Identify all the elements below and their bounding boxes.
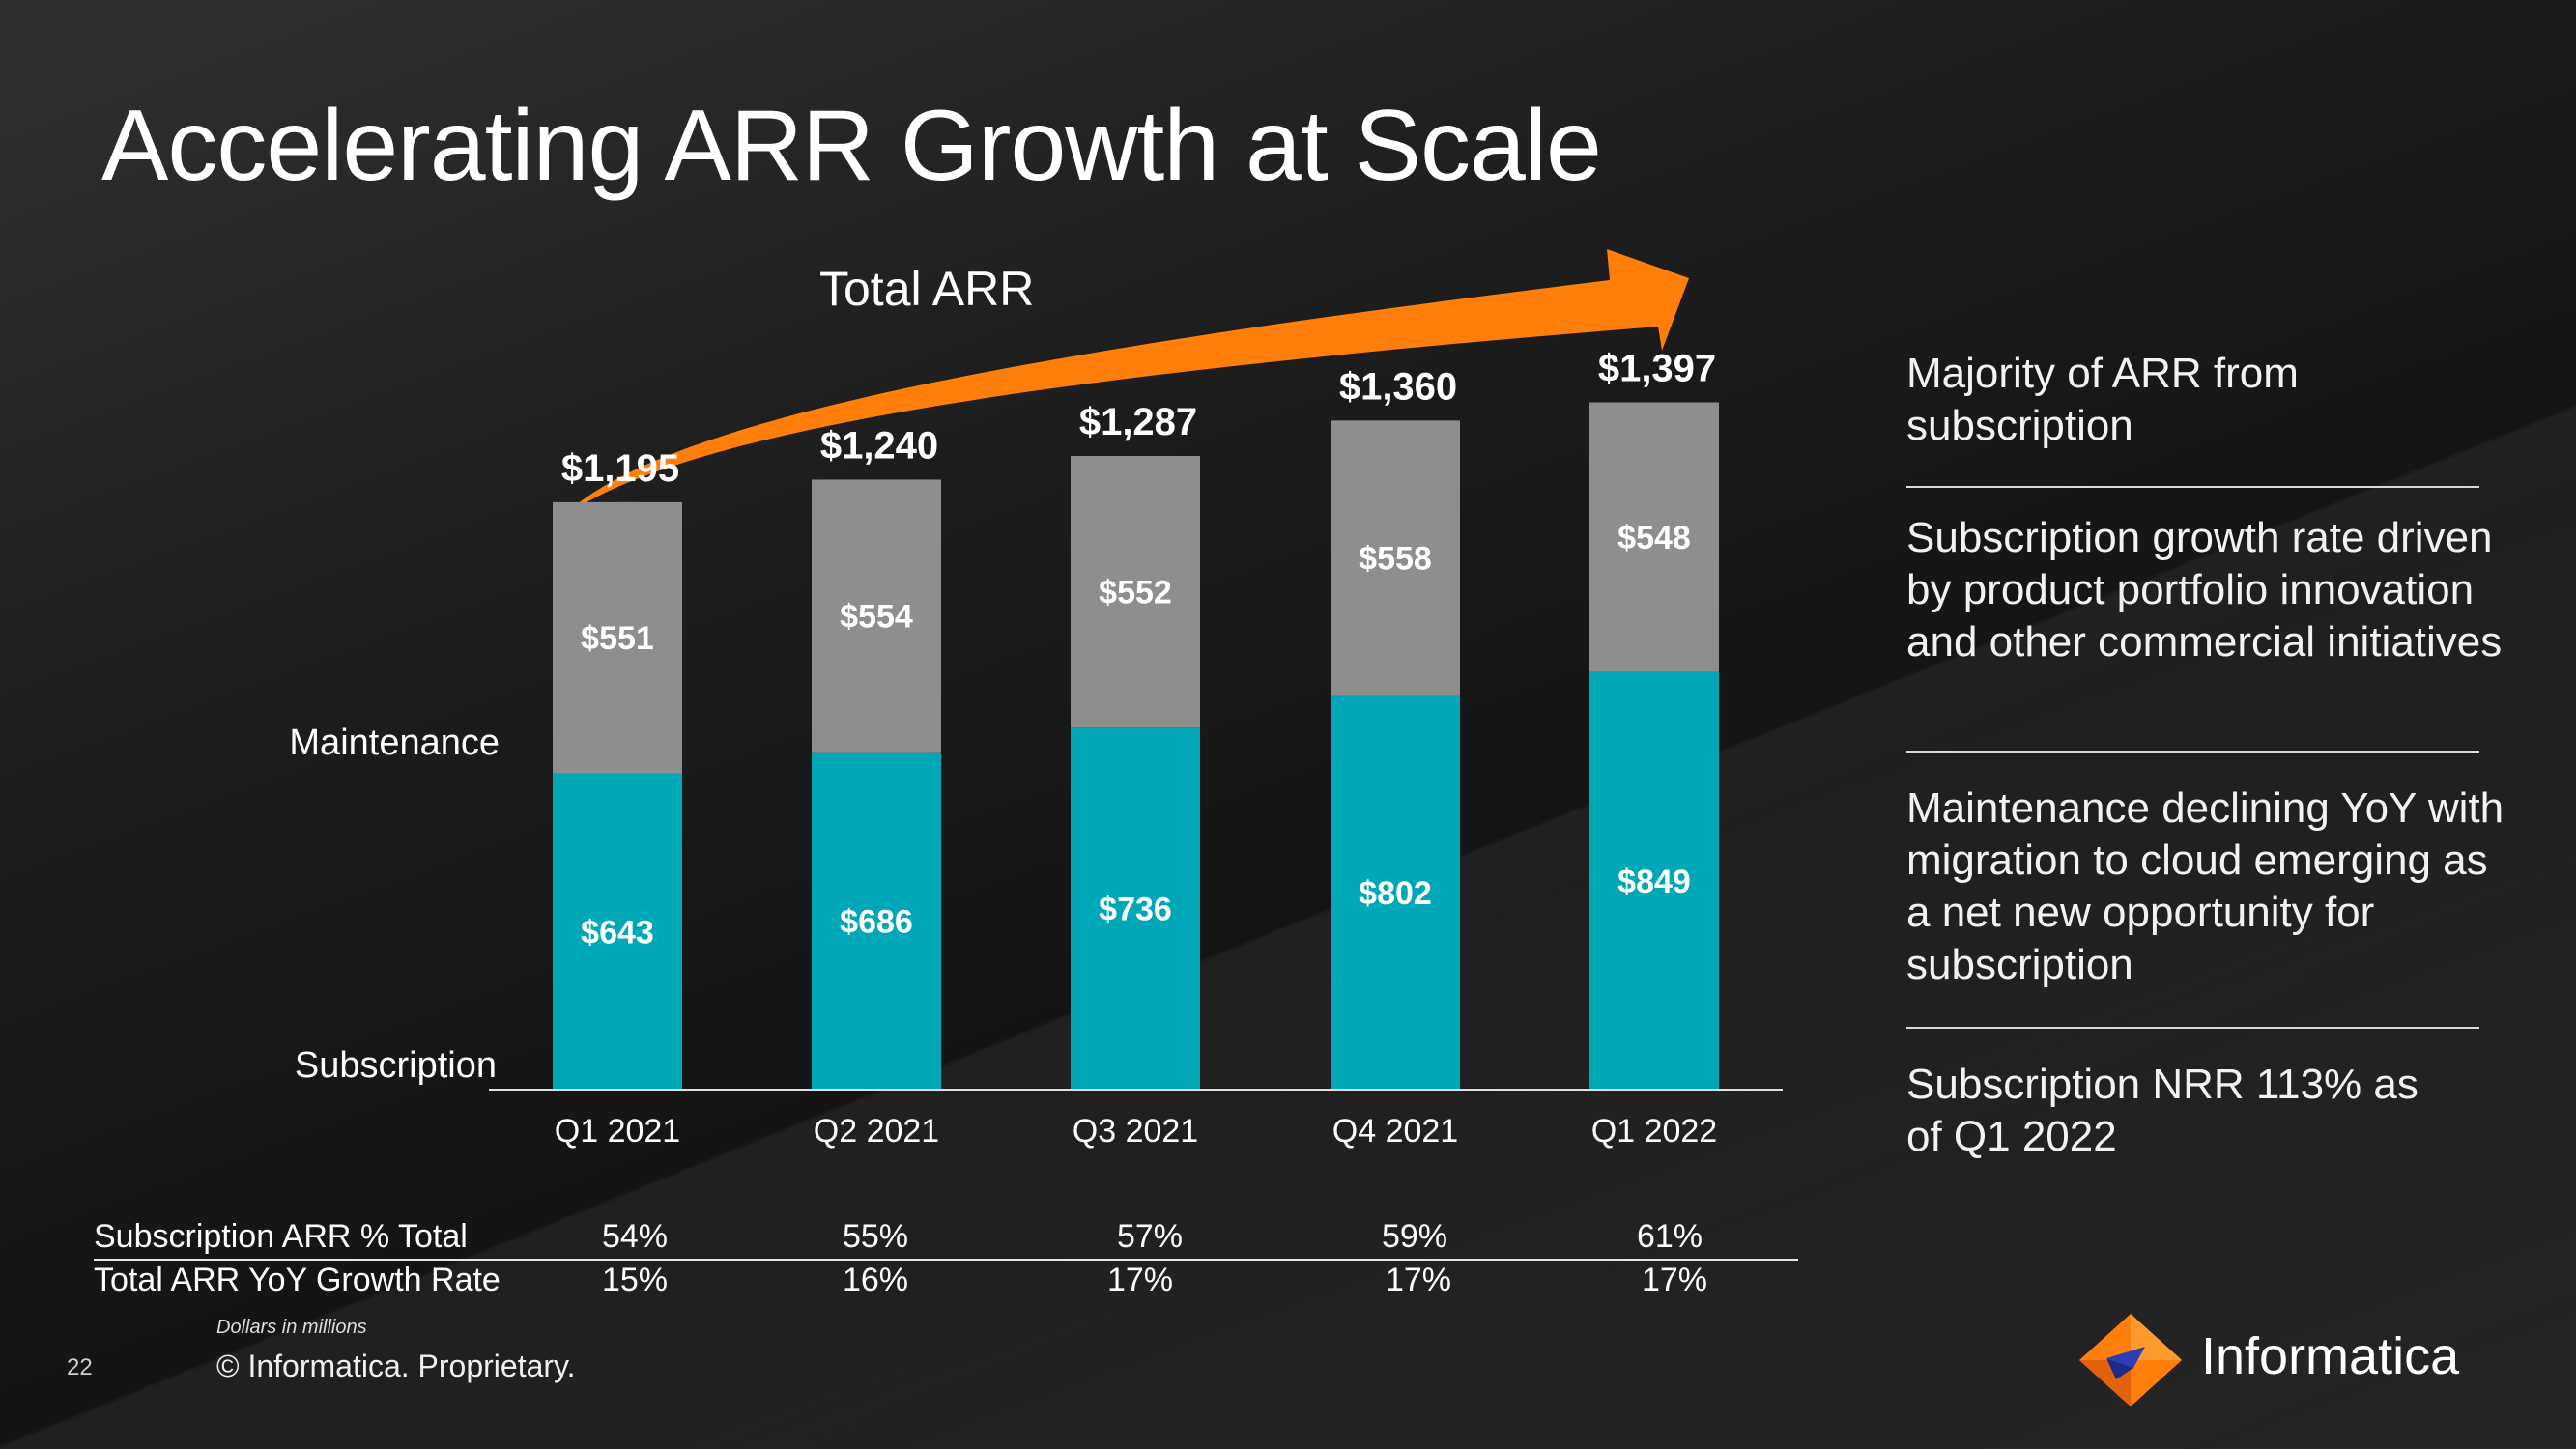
- logo-wordmark: Informatica: [2201, 1327, 2460, 1385]
- sidebar-divider: [1906, 1027, 2479, 1029]
- data-label-subscription: $802: [1359, 875, 1432, 912]
- metric-value: 54%: [601, 1218, 669, 1255]
- data-label-subscription: $686: [840, 903, 913, 940]
- data-label-subscription: $736: [1099, 892, 1172, 928]
- data-label-total: $1,195: [561, 447, 679, 490]
- metric-label-subscription-pct: Subscription ARR % Total: [94, 1218, 468, 1255]
- total-arr-growth-arrow: [562, 249, 1689, 517]
- metric-value: 17%: [1385, 1262, 1452, 1298]
- metric-value: 16%: [842, 1262, 909, 1298]
- data-label-total: $1,360: [1339, 365, 1457, 408]
- series-label-subscription: Subscription: [295, 1045, 497, 1086]
- data-label-maintenance: $548: [1617, 520, 1691, 556]
- data-label-subscription: $849: [1617, 864, 1691, 900]
- x-tick-label: Q2 2021: [814, 1113, 939, 1150]
- total-arr-label: Total ARR: [819, 262, 1035, 316]
- bar-maintenance: [1071, 456, 1200, 728]
- x-tick-label: Q1 2021: [555, 1113, 680, 1150]
- data-label-total: $1,240: [820, 424, 938, 467]
- units-footnote: Dollars in millions: [216, 1317, 367, 1338]
- bar-subscription: [1071, 727, 1200, 1090]
- bar-subscription: [1331, 695, 1460, 1090]
- series-label-maintenance: Maintenance: [289, 723, 500, 763]
- metric-value: 17%: [1641, 1262, 1708, 1298]
- sidebar-point: Subscription growth rate driven by produ…: [1906, 514, 2503, 666]
- x-tick-label: Q3 2021: [1073, 1113, 1198, 1150]
- metric-value: 59%: [1381, 1218, 1448, 1255]
- data-label-total: $1,287: [1079, 401, 1197, 443]
- data-label-total: $1,397: [1598, 348, 1716, 390]
- informatica-logo-icon: [2079, 1314, 2182, 1406]
- metrics-divider: [94, 1259, 1798, 1261]
- bar-maintenance: [1331, 420, 1460, 696]
- metric-value: 15%: [601, 1262, 669, 1298]
- sidebar-point: Subscription NRR 113% as of Q1 2022: [1906, 1061, 2419, 1160]
- sidebar-divider: [1906, 486, 2479, 488]
- sidebar-point: Maintenance declining YoY with migration…: [1906, 784, 2504, 988]
- sidebar-divider: [1906, 751, 2479, 753]
- x-tick-label: Q4 2021: [1332, 1113, 1458, 1150]
- bar-maintenance: [1589, 402, 1719, 672]
- metric-value: 57%: [1116, 1218, 1184, 1255]
- data-label-maintenance: $554: [840, 599, 913, 636]
- x-tick-label: Q1 2022: [1591, 1113, 1717, 1150]
- copyright-notice: © Informatica. Proprietary.: [216, 1349, 576, 1383]
- slide-title: Accelerating ARR Growth at Scale: [101, 90, 1602, 202]
- data-label-maintenance: $552: [1099, 575, 1172, 611]
- metric-value: 17%: [1106, 1262, 1174, 1298]
- metric-value: 61%: [1636, 1218, 1703, 1255]
- bar-maintenance: [812, 479, 941, 753]
- metric-value: 55%: [842, 1218, 909, 1255]
- data-label-subscription: $643: [581, 914, 654, 951]
- page-number: 22: [67, 1354, 93, 1380]
- bar-subscription: [812, 752, 941, 1090]
- data-label-maintenance: $558: [1359, 540, 1432, 577]
- bar-subscription: [553, 773, 682, 1090]
- metric-label-yoy-growth: Total ARR YoY Growth Rate: [94, 1262, 501, 1298]
- sidebar-point: Majority of ARR from subscription: [1906, 350, 2299, 449]
- bar-subscription: [1589, 671, 1719, 1090]
- bar-maintenance: [553, 501, 682, 774]
- data-label-maintenance: $551: [581, 620, 654, 657]
